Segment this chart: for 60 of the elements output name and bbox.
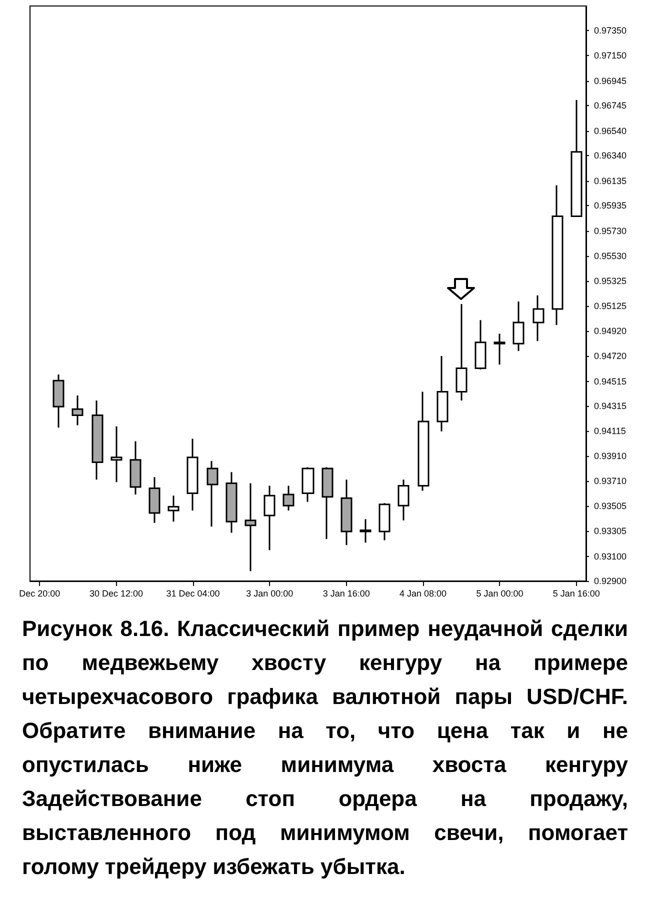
y-tick-label: 0.93505 (594, 501, 627, 512)
candlestick (110, 426, 122, 483)
candlestick (168, 494, 180, 522)
candlestick (130, 440, 142, 496)
candlestick (186, 438, 198, 512)
candlestick (570, 99, 582, 217)
y-tick-label: 0.95530 (594, 250, 627, 261)
y-tick-label: 0.93910 (594, 451, 627, 462)
candlestick (398, 478, 410, 522)
x-tick-label: 4 Jan 08:00 (400, 588, 447, 598)
y-tick-label: 0.94515 (594, 376, 627, 386)
candlestick (474, 319, 486, 370)
candlestick (512, 300, 524, 352)
y-tick-label: 0.93305 (594, 526, 627, 536)
y-tick-label: 0.96945 (594, 76, 627, 86)
candlestick (52, 374, 64, 428)
candlestick (436, 355, 448, 432)
y-tick-label: 0.94315 (594, 401, 627, 412)
candlestick (378, 502, 390, 541)
candlestick (264, 485, 276, 551)
candlestick (456, 303, 468, 402)
y-tick-label: 0.94115 (594, 426, 626, 436)
x-tick-label: 3 Jan 16:00 (322, 588, 370, 598)
y-tick-label: 0.92900 (594, 576, 627, 586)
y-tick-label: 0.97150 (594, 50, 627, 60)
candlestick (302, 466, 314, 503)
x-tick-label: 5 Jan 16:00 (552, 588, 600, 598)
y-tick-label: 0.95730 (594, 226, 627, 236)
y-tick-label: 0.94720 (594, 350, 627, 361)
candlestick (340, 478, 352, 546)
candlestick (206, 460, 218, 528)
candlestick (532, 294, 544, 342)
candlestick (148, 476, 160, 524)
candlestick (360, 518, 372, 544)
y-tick-label: 0.95935 (594, 200, 627, 211)
candlestick (552, 184, 564, 326)
y-tick-label: 0.96340 (594, 150, 627, 161)
x-tick-label: 30 Dec 12:00 (90, 588, 144, 598)
x-tick-label: 3 Jan 00:00 (246, 588, 294, 598)
y-tick-label: 0.96745 (594, 100, 627, 111)
y-tick-label: 0.95125 (594, 300, 627, 311)
y-tick-label: 0.96135 (594, 176, 627, 186)
y-tick-label: 0.93710 (594, 476, 627, 486)
candlestick (494, 332, 506, 366)
x-tick-label: Dec 20:00 (19, 588, 60, 598)
candlestick (322, 466, 334, 540)
candlestick (418, 391, 430, 492)
text: Рисунок 8.16. Классический пример неудачной сделки по медвежьему хвосту кенгуру на примере четырехчасового графика валютной пары USD/CHF. Обратите внимание на то, что цена так и не опустилась ниже минимума хвоста кенгуру Задействование стоп ордера на продажу, выставленного под минимумом свечи, помогает голому трейдеру избежать убытка. (22, 615, 628, 881)
y-tick-label: 0.96540 (594, 126, 627, 136)
y-tick-label: 0.97350 (594, 26, 627, 36)
y-tick-label: 0.95325 (594, 276, 627, 286)
y-tick-label: 0.94920 (594, 326, 627, 336)
candlestick (92, 400, 104, 480)
candlestick (282, 485, 294, 512)
x-tick-label: 5 Jan 00:00 (476, 588, 524, 598)
x-tick-label: 31 Dec 04:00 (166, 588, 220, 598)
candlestick (72, 394, 84, 426)
candlestick (244, 482, 256, 572)
y-tick-label: 0.93100 (594, 551, 627, 562)
candlestick (226, 471, 238, 534)
